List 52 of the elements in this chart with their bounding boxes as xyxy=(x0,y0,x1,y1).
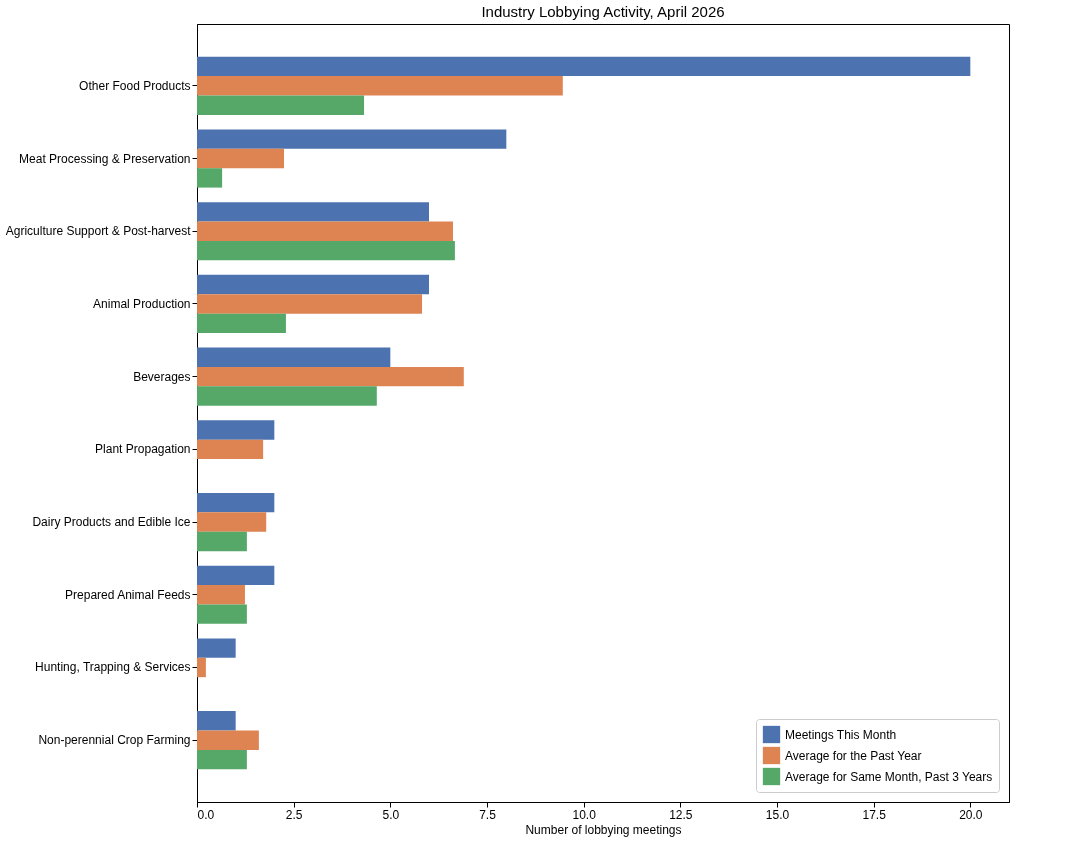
bar xyxy=(197,749,247,770)
x-tick-label: 10.0 xyxy=(572,807,597,822)
bar xyxy=(197,129,507,149)
bar xyxy=(197,531,247,552)
x-tick-label: 17.5 xyxy=(862,807,887,822)
bar xyxy=(197,347,391,367)
bar xyxy=(197,711,236,731)
bar xyxy=(197,202,429,222)
y-tick-label: Non-perennial Crop Farming xyxy=(38,733,191,748)
bar xyxy=(197,565,275,586)
y-tick-label: Prepared Animal Feeds xyxy=(65,587,191,602)
bar xyxy=(197,386,377,406)
x-tick-label: 7.5 xyxy=(479,807,497,822)
bar xyxy=(197,240,455,261)
x-tick-label: 2.5 xyxy=(285,807,303,822)
bar xyxy=(197,76,563,96)
bar xyxy=(197,294,423,314)
bar xyxy=(197,148,284,169)
bar xyxy=(197,512,267,532)
bar xyxy=(197,56,971,77)
legend-label: Average for Same Month, Past 3 Years xyxy=(785,769,993,784)
bar xyxy=(197,730,259,750)
bar xyxy=(197,313,286,334)
x-tick-label: 15.0 xyxy=(765,807,790,822)
bar xyxy=(197,366,464,387)
y-tick-label: Hunting, Trapping & Services xyxy=(35,660,191,675)
bar xyxy=(197,168,223,188)
y-tick-label: Plant Propagation xyxy=(95,442,191,457)
bar xyxy=(197,638,236,658)
bar xyxy=(197,420,275,440)
x-tick-label: 5.0 xyxy=(382,807,400,822)
chart-title: Industry Lobbying Activity, April 2026 xyxy=(481,3,725,20)
legend-label: Average for the Past Year xyxy=(785,748,922,763)
bar xyxy=(197,657,206,678)
bar xyxy=(197,274,429,295)
bar xyxy=(197,221,453,241)
bar xyxy=(197,439,264,460)
x-tick-label: 0.0 xyxy=(197,807,215,822)
x-tick-label: 12.5 xyxy=(669,807,693,822)
x-axis-title: Number of lobbying meetings xyxy=(525,822,682,837)
y-tick-label: Agriculture Support & Post-harvest xyxy=(5,224,192,239)
y-tick-label: Meat Processing & Preservation xyxy=(19,151,191,166)
bar xyxy=(197,604,247,624)
y-tick-label: Beverages xyxy=(133,369,191,384)
y-tick-label: Other Food Products xyxy=(79,78,191,93)
bar xyxy=(197,585,245,605)
bar xyxy=(197,95,365,115)
legend-label: Meetings This Month xyxy=(785,727,897,742)
x-tick-label: 20.0 xyxy=(959,807,983,822)
y-tick-label: Dairy Products and Edible Ice xyxy=(32,515,191,530)
bar xyxy=(197,492,275,513)
y-tick-label: Animal Production xyxy=(93,296,191,311)
